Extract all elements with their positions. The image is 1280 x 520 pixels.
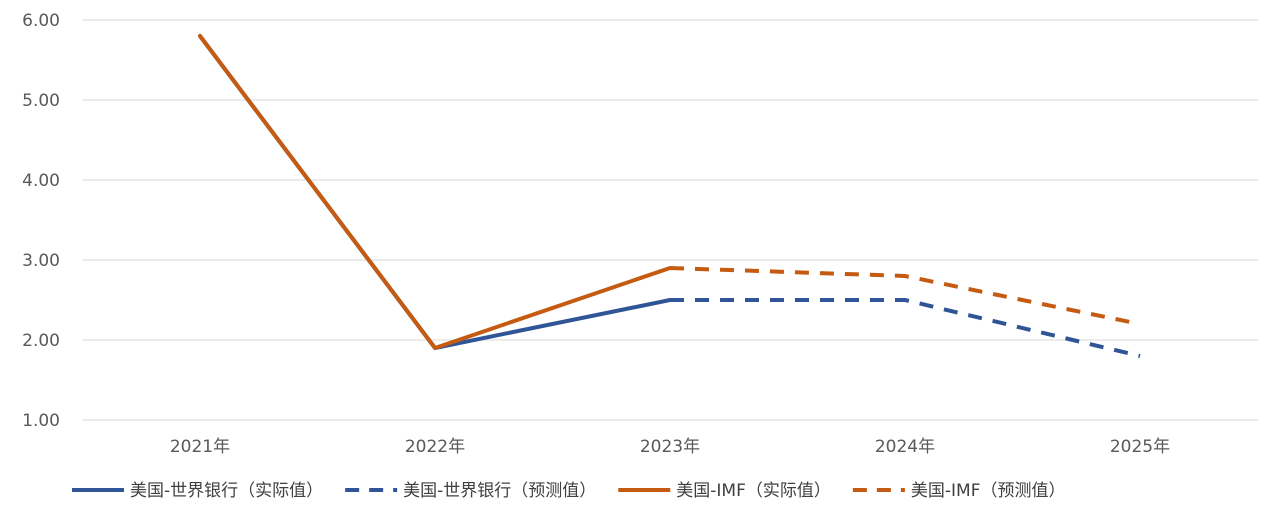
y-axis-ticks: 1.00 2.00 3.00 4.00 5.00 6.00	[22, 11, 60, 431]
legend-label: 美国-世界银行（实际值）	[130, 481, 323, 501]
series-line-2	[670, 298, 1141, 358]
series-line-4	[669, 266, 1141, 326]
x-tick-label: 2024年	[875, 437, 935, 457]
x-tick-label: 2025年	[1110, 437, 1170, 457]
legend-label: 美国-世界银行（预测值）	[403, 481, 596, 501]
y-tick-label: 2.00	[22, 331, 60, 351]
y-tick-label: 1.00	[22, 411, 60, 431]
legend-label: 美国-IMF（预测值）	[911, 481, 1066, 501]
y-tick-label: 5.00	[22, 91, 60, 111]
series-line-1	[198, 34, 672, 350]
x-axis-ticks: 2021年 2022年 2023年 2024年 2025年	[170, 437, 1170, 457]
legend: 美国-世界银行（实际值） 美国-世界银行（预测值） 美国-IMF（实际值） 美国-IM…	[72, 481, 1065, 501]
y-tick-label: 4.00	[22, 171, 60, 191]
x-tick-label: 2023年	[640, 437, 700, 457]
grid	[82, 19, 1258, 421]
x-tick-label: 2022年	[405, 437, 465, 457]
series-line-3	[198, 34, 672, 350]
y-tick-label: 3.00	[22, 251, 60, 271]
series-lines	[198, 34, 1141, 358]
x-tick-label: 2021年	[170, 437, 230, 457]
y-tick-label: 6.00	[22, 11, 60, 31]
legend-label: 美国-IMF（实际值）	[676, 481, 831, 501]
